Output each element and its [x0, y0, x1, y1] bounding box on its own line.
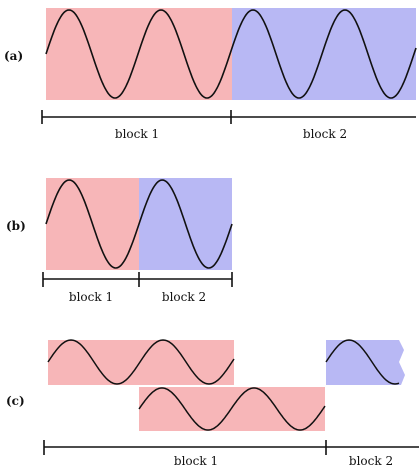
- panel-a-block-2-region: [232, 8, 416, 100]
- panel-c: (c) block 1 block 2: [6, 340, 419, 468]
- panel-c-block-1-label: block 1: [174, 454, 218, 468]
- panel-b: (b) block 1 block 2: [6, 178, 232, 304]
- panel-a-block-1-label: block 1: [115, 127, 159, 141]
- panel-a-label: (a): [4, 49, 23, 63]
- panel-b-block-1-label: block 1: [69, 290, 113, 304]
- panel-b-label: (b): [6, 219, 26, 233]
- panel-a-block-2-label: block 2: [303, 127, 347, 141]
- panel-c-label: (c): [6, 394, 25, 408]
- panel-c-block-2-label: block 2: [349, 454, 393, 468]
- panel-b-block-2-label: block 2: [162, 290, 206, 304]
- panel-c-block-1-region-lower: [139, 387, 325, 431]
- panel-b-block-brackets: [43, 272, 232, 287]
- panel-a-block-1-region: [46, 8, 232, 100]
- panel-a-block-brackets: [42, 110, 416, 124]
- panel-c-block-brackets: [44, 440, 419, 455]
- panel-a: (a) block 1 block 2: [4, 8, 416, 141]
- panel-c-block-1-region-upper: [48, 340, 234, 385]
